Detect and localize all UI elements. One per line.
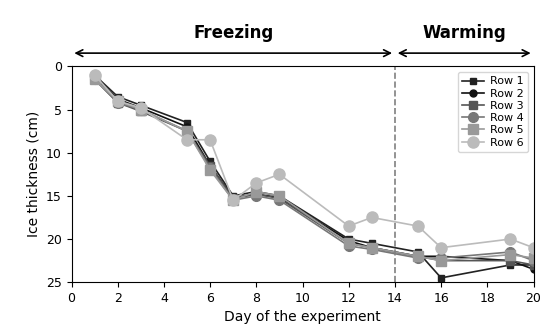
Row 1	[138, 103, 144, 107]
Row 2	[415, 254, 421, 258]
Row 2	[91, 75, 98, 79]
Row 2	[253, 192, 260, 196]
Row 1	[438, 276, 444, 280]
Row 4	[345, 244, 352, 248]
Row 3	[368, 246, 375, 250]
Row 4	[230, 198, 236, 202]
Line: Row 2: Row 2	[91, 73, 537, 273]
Row 3	[507, 259, 514, 263]
Row 1	[530, 263, 537, 267]
Row 6	[114, 99, 121, 103]
Row 3	[91, 77, 98, 81]
Row 4	[415, 256, 421, 260]
Row 4	[530, 259, 537, 263]
Row 2	[230, 196, 236, 200]
Row 4	[276, 198, 283, 202]
Row 4	[368, 247, 375, 251]
Row 1	[345, 237, 352, 241]
Row 5	[345, 241, 352, 245]
Text: Warming: Warming	[422, 24, 506, 42]
Row 5	[368, 246, 375, 250]
Row 5	[138, 108, 144, 112]
Row 6	[368, 215, 375, 219]
Row 6	[530, 246, 537, 250]
Row 6	[91, 73, 98, 77]
Row 6	[207, 138, 213, 142]
Row 6	[138, 106, 144, 110]
Row 1	[253, 190, 260, 194]
Row 6	[345, 224, 352, 228]
Row 3	[438, 259, 444, 263]
Row 1	[415, 250, 421, 254]
Row 3	[114, 101, 121, 105]
Row 3	[345, 241, 352, 245]
Row 5	[114, 99, 121, 103]
Row 5	[230, 198, 236, 202]
Row 1	[184, 121, 190, 124]
Row 4	[184, 129, 190, 133]
Row 5	[184, 129, 190, 133]
Row 5	[415, 254, 421, 258]
Row 2	[507, 259, 514, 263]
Row 3	[530, 263, 537, 267]
Row 3	[276, 197, 283, 201]
Row 2	[438, 254, 444, 258]
Line: Row 1: Row 1	[91, 72, 537, 281]
Row 3	[138, 109, 144, 113]
Row 5	[438, 259, 444, 263]
Row 5	[207, 168, 213, 172]
Row 6	[276, 172, 283, 176]
Row 2	[368, 246, 375, 250]
Row 6	[230, 198, 236, 202]
Row 3	[253, 192, 260, 196]
Row 6	[253, 181, 260, 185]
Row 2	[276, 196, 283, 200]
Row 4	[91, 77, 98, 81]
Row 3	[230, 197, 236, 201]
Row 4	[114, 101, 121, 105]
Row 3	[207, 164, 213, 168]
Row 2	[138, 106, 144, 110]
Line: Row 4: Row 4	[90, 74, 538, 266]
Row 2	[207, 164, 213, 168]
X-axis label: Day of the experiment: Day of the experiment	[224, 310, 381, 324]
Row 5	[276, 194, 283, 198]
Row 4	[253, 194, 260, 198]
Row 4	[438, 256, 444, 260]
Row 1	[507, 263, 514, 267]
Row 5	[91, 77, 98, 81]
Row 1	[276, 194, 283, 198]
Row 5	[507, 253, 514, 257]
Y-axis label: Ice thickness (cm): Ice thickness (cm)	[26, 111, 40, 237]
Row 3	[415, 254, 421, 258]
Row 6	[438, 246, 444, 250]
Row 1	[91, 73, 98, 77]
Row 6	[184, 138, 190, 142]
Line: Row 5: Row 5	[90, 74, 538, 266]
Row 4	[138, 108, 144, 112]
Row 4	[507, 250, 514, 254]
Row 1	[368, 241, 375, 245]
Row 6	[415, 224, 421, 228]
Legend: Row 1, Row 2, Row 3, Row 4, Row 5, Row 6: Row 1, Row 2, Row 3, Row 4, Row 5, Row 6	[458, 72, 528, 152]
Row 1	[230, 194, 236, 198]
Row 1	[114, 95, 121, 99]
Row 5	[253, 190, 260, 194]
Row 3	[184, 129, 190, 133]
Row 2	[114, 97, 121, 101]
Row 2	[530, 267, 537, 271]
Line: Row 3: Row 3	[90, 75, 538, 269]
Row 4	[207, 166, 213, 170]
Row 1	[207, 159, 213, 163]
Row 6	[507, 237, 514, 241]
Row 5	[530, 256, 537, 260]
Line: Row 6: Row 6	[89, 69, 539, 253]
Row 2	[345, 239, 352, 243]
Row 2	[184, 125, 190, 129]
Text: Freezing: Freezing	[193, 24, 273, 42]
